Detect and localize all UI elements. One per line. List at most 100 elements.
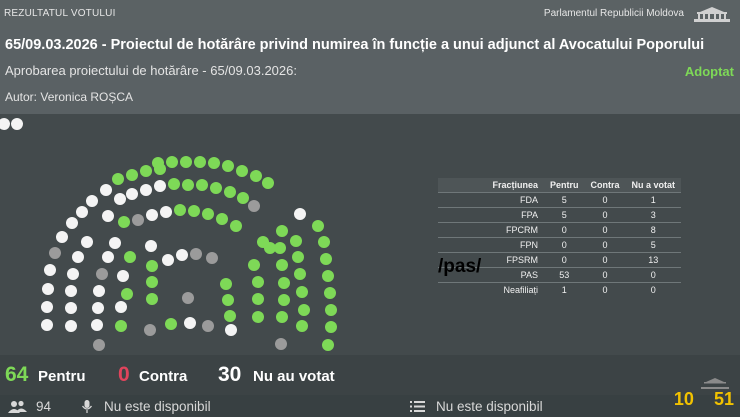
table-row: Neafiliați 1 0 0 bbox=[438, 282, 682, 297]
vote-summary: 64 Pentru 0 Contra 30 Nu au votat bbox=[0, 355, 740, 395]
pentru-cell: 5 bbox=[544, 207, 585, 223]
faction-name: Neafiliați bbox=[438, 282, 544, 297]
pentru-cell: 0 bbox=[544, 252, 585, 268]
col-pentru: Pentru bbox=[544, 178, 585, 193]
list-icon bbox=[410, 401, 425, 412]
contra-cell: 0 bbox=[584, 192, 626, 208]
seat-nu-a-votat bbox=[117, 270, 129, 282]
seat-pentru bbox=[124, 251, 136, 263]
vote-subtitle: Aprobarea proiectului de hotărâre - 65/0… bbox=[5, 63, 297, 78]
nu-au-votat-label: Nu au votat bbox=[253, 368, 335, 385]
parliament-label: Parlamentul Republicii Moldova bbox=[543, 8, 684, 19]
hemicycle-seat-map bbox=[0, 118, 337, 351]
speakers-list-status: Nu este disponibil bbox=[436, 399, 543, 414]
clock-emblem-icon bbox=[701, 378, 729, 389]
table-row: FPN 0 0 5 bbox=[438, 237, 682, 253]
seat-nu-a-votat bbox=[102, 210, 114, 222]
seat-absent bbox=[248, 200, 260, 212]
seat-pentru bbox=[146, 260, 158, 272]
seat-nu-a-votat bbox=[115, 301, 127, 313]
col-contra: Contra bbox=[584, 178, 626, 193]
people-icon bbox=[8, 400, 27, 413]
seat-absent bbox=[93, 339, 105, 351]
nu-au-votat-count: 30 bbox=[218, 363, 242, 386]
seat-nu-a-votat bbox=[76, 206, 88, 218]
seat-nu-a-votat bbox=[81, 236, 93, 248]
nu-a-votat-cell: 8 bbox=[625, 222, 682, 238]
contra-cell: 0 bbox=[584, 282, 626, 297]
pentru-label: Pentru bbox=[38, 368, 86, 385]
seat-pentru bbox=[216, 213, 228, 225]
seat-absent bbox=[202, 320, 214, 332]
seat-nu-a-votat bbox=[65, 285, 77, 297]
seat-pentru bbox=[276, 311, 288, 323]
top-bar: REZULTATUL VOTULUI Parlamentul Republici… bbox=[0, 0, 740, 30]
pentru-cell: 0 bbox=[544, 222, 585, 238]
seat-absent bbox=[206, 252, 218, 264]
seat-nu-a-votat bbox=[67, 268, 79, 280]
seat-pentru bbox=[112, 173, 124, 185]
seat-absent bbox=[275, 338, 287, 350]
seat-nu-a-votat bbox=[146, 209, 158, 221]
seat-absent bbox=[190, 248, 202, 260]
seat-pentru bbox=[298, 304, 310, 316]
seat-pentru bbox=[208, 157, 220, 169]
seat-nu-a-votat bbox=[65, 302, 77, 314]
seat-pentru bbox=[180, 156, 192, 168]
seat-pentru bbox=[322, 270, 334, 282]
seat-pentru bbox=[222, 294, 234, 306]
table-row: FPA 5 0 3 bbox=[438, 207, 682, 223]
seat-nu-a-votat bbox=[162, 254, 174, 266]
faction-name: FDA bbox=[438, 192, 544, 208]
seat-nu-a-votat bbox=[184, 317, 196, 329]
contra-cell: 0 bbox=[584, 207, 626, 223]
seat-nu-a-votat bbox=[0, 118, 10, 130]
seat-pentru bbox=[146, 276, 158, 288]
seat-pentru bbox=[248, 259, 260, 271]
pentru-cell: 53 bbox=[544, 267, 585, 283]
seat-pentru bbox=[324, 287, 336, 299]
seat-pentru bbox=[224, 310, 236, 322]
seat-pentru bbox=[174, 204, 186, 216]
seat-nu-a-votat bbox=[225, 324, 237, 336]
seat-absent bbox=[96, 268, 108, 280]
seat-pentru bbox=[290, 235, 302, 247]
seat-pentru bbox=[252, 293, 264, 305]
seat-pentru bbox=[325, 304, 337, 316]
seat-nu-a-votat bbox=[91, 319, 103, 331]
faction-name: FPSRM bbox=[438, 252, 544, 268]
seat-pentru bbox=[121, 288, 133, 300]
seat-pentru bbox=[312, 220, 324, 232]
faction-name: FPA bbox=[438, 207, 544, 223]
seat-nu-a-votat bbox=[65, 320, 77, 332]
seat-nu-a-votat bbox=[176, 249, 188, 261]
table-row: FPCRM 0 0 8 bbox=[438, 222, 682, 238]
seat-pentru bbox=[126, 169, 138, 181]
seat-absent bbox=[182, 292, 194, 304]
faction-name: PAS bbox=[438, 267, 544, 283]
contra-cell: 0 bbox=[584, 237, 626, 253]
seat-nu-a-votat bbox=[56, 231, 68, 243]
seat-pentru bbox=[292, 251, 304, 263]
vote-status-badge: Adoptat bbox=[684, 64, 734, 79]
seat-nu-a-votat bbox=[44, 264, 56, 276]
faction-name: FPCRM bbox=[438, 222, 544, 238]
seat-pentru bbox=[250, 170, 262, 182]
seat-pentru bbox=[278, 294, 290, 306]
nu-a-votat-cell: 0 bbox=[625, 282, 682, 297]
seat-pentru bbox=[182, 179, 194, 191]
seat-pentru bbox=[166, 156, 178, 168]
pas-overlay-label: /pas/ bbox=[438, 256, 482, 277]
contra-cell: 0 bbox=[584, 252, 626, 268]
seat-pentru bbox=[325, 321, 337, 333]
seat-nu-a-votat bbox=[140, 184, 152, 196]
seat-nu-a-votat bbox=[294, 208, 306, 220]
col-nu-a-votat: Nu a votat bbox=[625, 178, 682, 193]
table-header-row: Fracțiunea Pentru Contra Nu a votat bbox=[438, 178, 682, 193]
microphone-icon bbox=[81, 400, 93, 413]
seat-nu-a-votat bbox=[114, 193, 126, 205]
nu-a-votat-cell: 5 bbox=[625, 237, 682, 253]
parliament-emblem-icon bbox=[694, 7, 730, 22]
seat-nu-a-votat bbox=[42, 283, 54, 295]
seat-nu-a-votat bbox=[160, 206, 172, 218]
